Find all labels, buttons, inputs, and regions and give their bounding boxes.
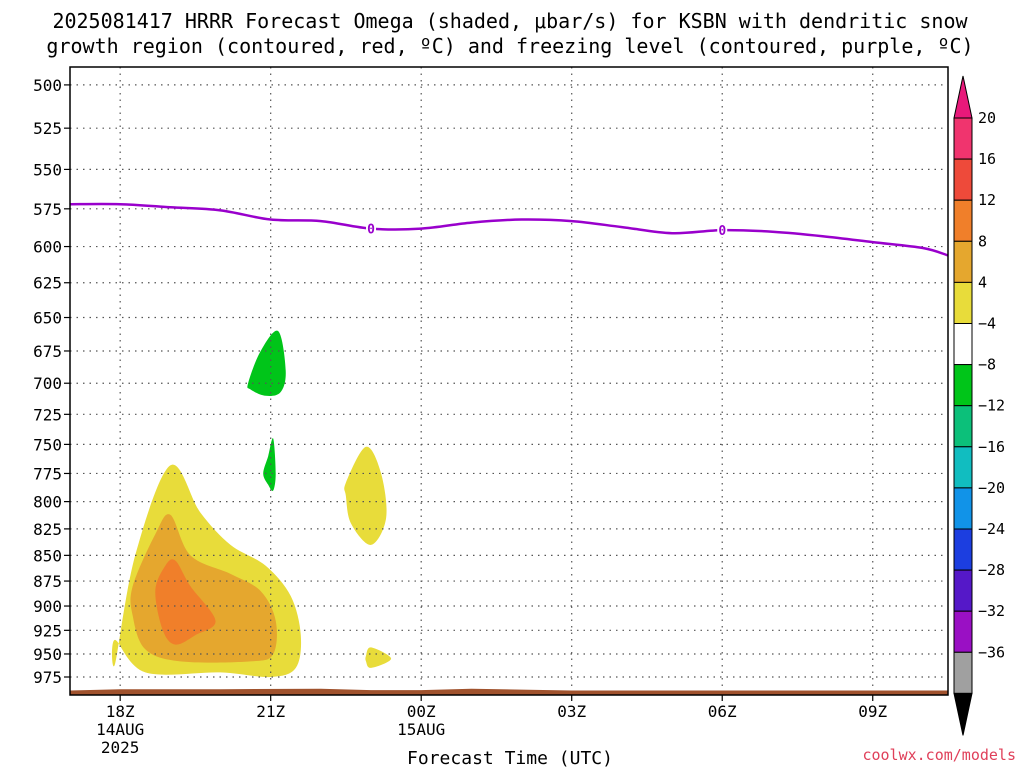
omega-region-6 — [263, 438, 276, 491]
colorbar-bin-11 — [953, 569, 973, 612]
y-tick-label-700: 700 — [33, 374, 62, 393]
colorbar-bin-13 — [953, 651, 973, 694]
colorbar-label-7: −12 — [978, 397, 1005, 415]
plot-frame — [69, 66, 949, 696]
colorbar-bin-6 — [953, 364, 973, 407]
omega-region-3 — [344, 446, 387, 545]
colorbar-bin-4 — [953, 281, 973, 324]
y-tick-label-525: 525 — [33, 119, 62, 138]
colorbar-bin-5 — [953, 323, 973, 366]
omega-region-4 — [365, 647, 392, 668]
colorbar-label-1: 16 — [978, 150, 996, 168]
colorbar-bin-7 — [953, 405, 973, 448]
x-tick-sublabel-14AUG: 14AUG — [96, 720, 144, 739]
colorbar-label-4: 4 — [978, 273, 987, 291]
y-tick-label-850: 850 — [33, 546, 62, 565]
source-credit: coolwx.com/models — [862, 746, 1016, 764]
y-tick-label-800: 800 — [33, 493, 62, 512]
colorbar-label-8: −16 — [978, 438, 1005, 456]
y-tick-label-725: 725 — [33, 405, 62, 424]
colorbar-label-13: −36 — [978, 643, 1005, 661]
colorbar-label-9: −20 — [978, 479, 1005, 497]
x-axis-label: Forecast Time (UTC) — [407, 748, 613, 768]
y-tick-label-675: 675 — [33, 342, 62, 361]
y-tick-label-775: 775 — [33, 464, 62, 483]
freezing-label-bg-0 — [366, 220, 377, 236]
colorbar-bin-8 — [953, 446, 973, 489]
freezing-level-line — [69, 202, 949, 257]
colorbar-bin-2 — [953, 199, 973, 242]
freezing-level-label-0: 0 — [367, 223, 375, 238]
x-tick-label-00Z: 00Z — [407, 702, 436, 721]
y-tick-label-925: 925 — [33, 621, 62, 640]
terrain-fill — [70, 688, 948, 695]
x-tick-label-18Z: 18Z — [106, 702, 135, 721]
y-axis: 500 525 550 575 600 625 650 675 700 725 750 775 800 8… — [33, 76, 70, 687]
y-tick-label-650: 650 — [33, 309, 62, 328]
y-tick-label-825: 825 — [33, 520, 62, 539]
colorbar-label-2: 12 — [978, 191, 996, 209]
omega-region-5 — [247, 330, 286, 396]
chart-title-line-2: growth region (contoured, red, ºC) and f… — [46, 34, 973, 58]
colorbar-label-0: 20 — [978, 109, 996, 127]
y-tick-label-575: 575 — [33, 200, 62, 219]
y-tick-label-600: 600 — [33, 238, 62, 257]
colorbar-label-5: −4 — [978, 315, 996, 333]
colorbar-bin-9 — [953, 487, 973, 530]
omega-shading — [111, 330, 392, 678]
x-tick-label-06Z: 06Z — [708, 702, 737, 721]
freezing-level-label-1: 0 — [718, 224, 726, 239]
y-tick-label-550: 550 — [33, 160, 62, 179]
colorbar-label-12: −32 — [978, 602, 1005, 620]
x-tick-label-21Z: 21Z — [256, 702, 285, 721]
x-tick-label-03Z: 03Z — [557, 702, 586, 721]
colorbar-top-arrow — [953, 75, 973, 119]
colorbar-label-3: 8 — [978, 232, 987, 250]
y-tick-label-875: 875 — [33, 572, 62, 591]
colorbar-legend: 20 16 12 8 4 −4 −8 −12 −16 −20 −24 −28 −32 −36 — [953, 75, 1005, 736]
x-tick-label-09Z: 09Z — [858, 702, 887, 721]
y-tick-label-750: 750 — [33, 435, 62, 454]
x-tick-sublabel-2025: 2025 — [101, 738, 140, 757]
colorbar-bottom-arrow — [953, 692, 973, 736]
grid-lines — [70, 67, 948, 695]
y-tick-label-950: 950 — [33, 645, 62, 664]
y-tick-label-625: 625 — [33, 274, 62, 293]
colorbar-bin-0 — [953, 117, 973, 160]
chart-title-line-1: 2025081417 HRRR Forecast Omega (shaded, … — [52, 9, 968, 33]
colorbar-bin-3 — [953, 240, 973, 283]
colorbar-bin-10 — [953, 528, 973, 571]
colorbar-label-6: −8 — [978, 356, 996, 374]
colorbar-bin-12 — [953, 610, 973, 653]
y-tick-label-975: 975 — [33, 668, 62, 687]
colorbar-label-10: −24 — [978, 520, 1005, 538]
omega-region-2 — [155, 559, 216, 645]
colorbar-label-11: −28 — [978, 561, 1005, 579]
terrain-ground — [70, 688, 948, 695]
y-tick-label-900: 900 — [33, 597, 62, 616]
y-tick-label-500: 500 — [33, 76, 62, 95]
x-tick-sublabel-15AUG: 15AUG — [397, 720, 445, 739]
freezing-label-bg-1 — [717, 222, 728, 238]
colorbar-bin-1 — [953, 158, 973, 201]
